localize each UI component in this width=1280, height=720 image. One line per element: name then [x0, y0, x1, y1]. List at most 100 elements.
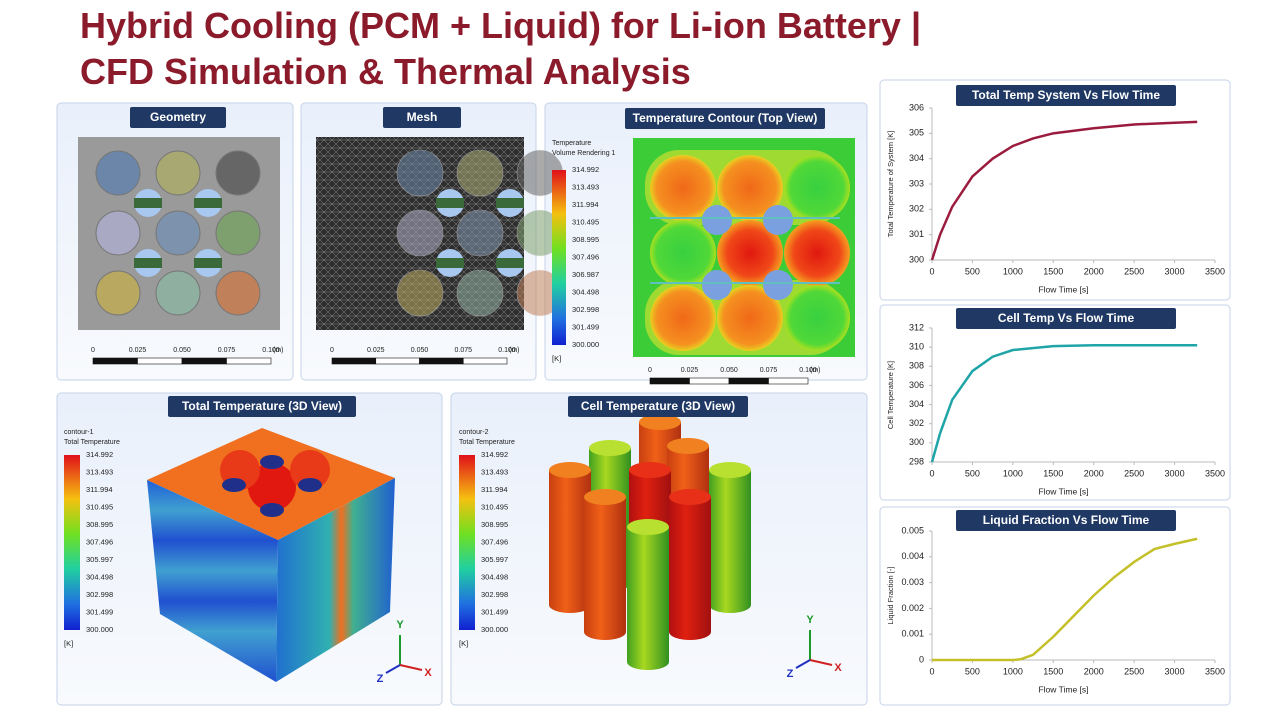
y-tick-label: 306	[909, 102, 924, 112]
panel-title: Temperature Contour (Top View)	[633, 111, 818, 125]
cube-hole	[260, 503, 284, 517]
legend-label: 308.995	[481, 520, 508, 529]
chart-panel	[879, 304, 1231, 501]
title-line: CFD Simulation & Thermal Analysis	[80, 51, 691, 92]
cylinder	[627, 527, 669, 662]
x-tick-label: 0	[929, 468, 934, 478]
legend-label: 300.000	[481, 625, 508, 634]
cylinder-top	[584, 489, 626, 505]
legend-label: 314.992	[481, 450, 508, 459]
x-axis-title: Flow Time [s]	[1038, 486, 1088, 496]
scale-label: (m)	[509, 347, 520, 354]
legend-label: 310.495	[572, 217, 599, 226]
legend-label: 308.995	[86, 520, 113, 529]
cell	[155, 150, 201, 196]
cell	[215, 210, 261, 256]
data-line	[930, 343, 1198, 463]
scale-label: 0.100	[262, 347, 280, 354]
legend-label: 310.495	[481, 502, 508, 511]
cell	[456, 149, 504, 197]
cube-right	[276, 478, 395, 682]
cylinder-top	[627, 519, 669, 535]
cylinder-top	[669, 489, 711, 505]
panel-tab	[956, 308, 1176, 329]
scale-bar	[137, 357, 183, 365]
scale-label: 0.050	[173, 347, 191, 354]
x-tick-label: 500	[965, 666, 980, 676]
y-tick-label: 298	[909, 456, 924, 466]
scale-bar	[689, 377, 730, 385]
colorbar	[459, 455, 475, 630]
scale-label: (m)	[810, 367, 821, 374]
scale-label: 0.025	[681, 367, 699, 374]
x-tick-label: 2500	[1124, 666, 1144, 676]
cylinder	[584, 497, 626, 632]
cylinder-base	[584, 624, 626, 640]
y-axis-title: Cell Temperature [K]	[886, 361, 895, 429]
x-tick-label: 0	[929, 266, 934, 276]
scale-label: 0	[330, 347, 334, 354]
y-tick-label: 312	[909, 322, 924, 332]
cell	[650, 155, 716, 221]
cylinder	[669, 497, 711, 632]
cube-hole	[222, 478, 246, 492]
panel-tab	[625, 108, 825, 129]
pipe	[194, 258, 222, 268]
axis-z	[795, 659, 811, 669]
y-tick-label: 302	[909, 418, 924, 428]
legend-label: 311.994	[86, 485, 113, 494]
legend-label: 308.995	[572, 235, 599, 244]
scale-bar	[649, 377, 690, 385]
data-line	[930, 120, 1198, 261]
panel-tab	[383, 107, 461, 128]
y-tick-label: 302	[909, 204, 924, 214]
legend-label: 302.998	[481, 590, 508, 599]
x-tick-label: 3500	[1205, 468, 1225, 478]
legend-label: 301.499	[86, 607, 113, 616]
cell	[215, 270, 261, 316]
panel-title: Cell Temperature (3D View)	[581, 399, 735, 413]
y-tick-label: 304	[909, 153, 924, 163]
legend-label: 311.994	[481, 485, 508, 494]
scale-label: 0	[648, 367, 652, 374]
cell	[215, 150, 261, 196]
cell	[456, 269, 504, 317]
legend-title: Total Temperature	[459, 439, 515, 446]
legend-label: 302.998	[86, 590, 113, 599]
scale-bar	[92, 357, 138, 365]
legend-label: 305.997	[481, 555, 508, 564]
panel-title: Total Temperature (3D View)	[182, 399, 342, 413]
cell	[396, 149, 444, 197]
scale-bar	[419, 357, 464, 365]
x-tick-label: 1500	[1043, 266, 1063, 276]
y-tick-label: 300	[909, 254, 924, 264]
axis-label: Z	[787, 668, 794, 680]
cell	[396, 269, 444, 317]
legend-label: 306.987	[572, 270, 599, 279]
x-tick-label: 1000	[1003, 666, 1023, 676]
cylinder-base	[549, 597, 591, 613]
scale-label: 0.050	[720, 367, 738, 374]
axis-x	[399, 664, 423, 671]
axis-z	[385, 664, 401, 674]
x-tick-label: 500	[965, 468, 980, 478]
cell	[784, 285, 850, 351]
cell	[95, 150, 141, 196]
axis-label: X	[834, 662, 842, 674]
cube-hole	[298, 478, 322, 492]
channel	[702, 270, 732, 300]
x-tick-label: 1500	[1043, 468, 1063, 478]
cell	[95, 270, 141, 316]
legend-label: 313.493	[572, 182, 599, 191]
scale-label: 0.100	[498, 347, 516, 354]
cell	[650, 285, 716, 351]
geometry-cells	[95, 150, 261, 316]
x-axis-title: Flow Time [s]	[1038, 684, 1088, 694]
pipe	[134, 258, 162, 268]
cube-hole	[260, 455, 284, 469]
legend-label: 313.493	[86, 467, 113, 476]
axis-label: X	[424, 667, 432, 679]
cell	[784, 155, 850, 221]
legend-unit: [K]	[552, 354, 561, 363]
